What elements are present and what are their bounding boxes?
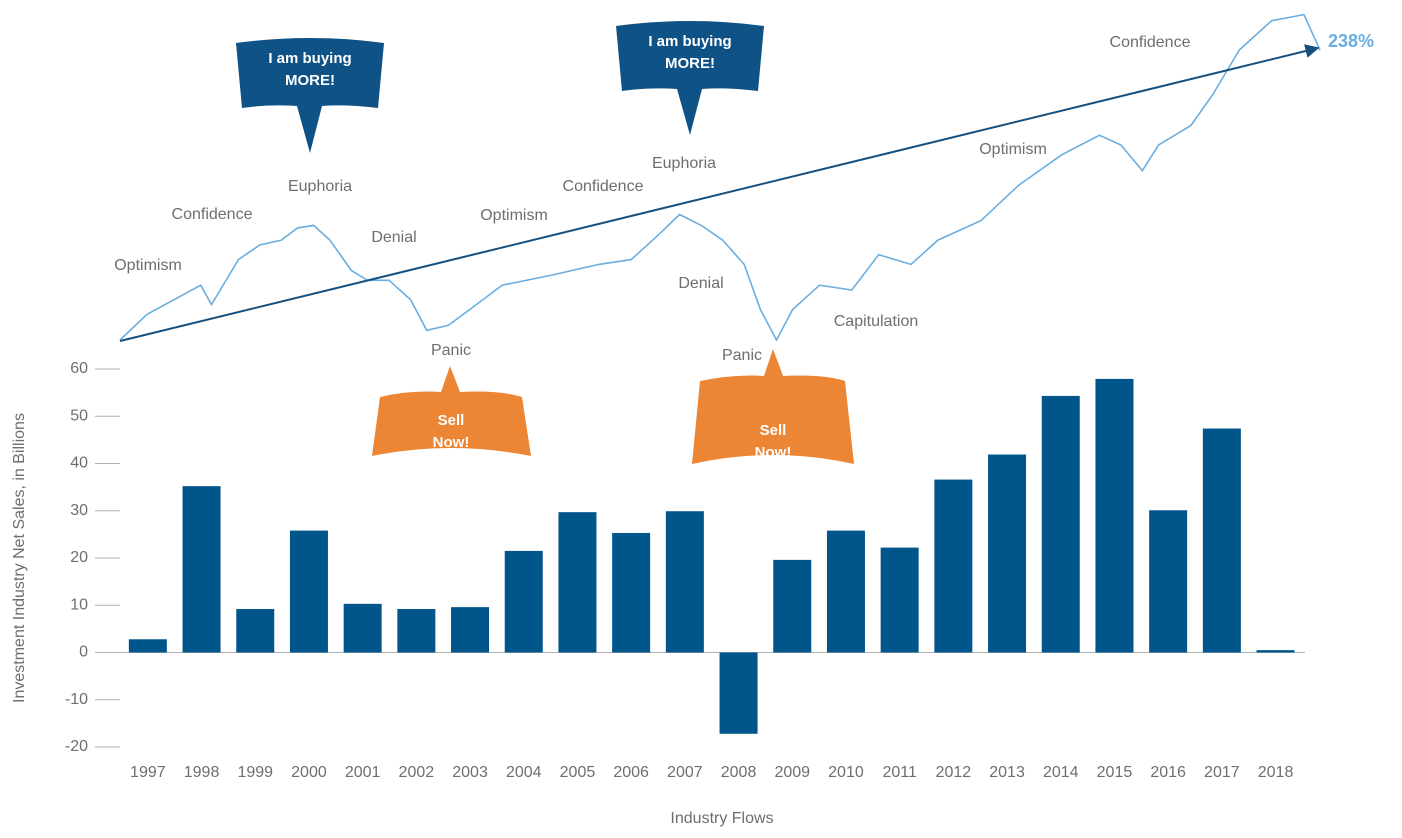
x-tick-label: 2012 bbox=[936, 764, 972, 781]
bar bbox=[719, 652, 758, 734]
y-tick-label: 20 bbox=[70, 549, 88, 566]
bar bbox=[826, 530, 865, 653]
x-tick-label: 2006 bbox=[613, 764, 649, 781]
x-tick-label: 2002 bbox=[399, 764, 435, 781]
x-tick-label: 2010 bbox=[828, 764, 864, 781]
x-tick-label: 2011 bbox=[882, 764, 917, 781]
bar bbox=[1041, 395, 1080, 653]
y-tick-label: 40 bbox=[70, 455, 88, 472]
bar bbox=[451, 607, 490, 653]
buy-bubble bbox=[236, 38, 384, 153]
phase-label: Confidence bbox=[1110, 34, 1191, 51]
callout-shapes bbox=[236, 21, 854, 464]
bar bbox=[504, 550, 543, 653]
bar bbox=[343, 603, 382, 653]
bar bbox=[1149, 510, 1188, 653]
phase-label: Optimism bbox=[480, 207, 548, 224]
bar bbox=[988, 454, 1027, 653]
phase-label: Confidence bbox=[563, 178, 644, 195]
x-tick-label: 2013 bbox=[989, 764, 1025, 781]
phase-label: Optimism bbox=[979, 141, 1047, 158]
y-tick-label: 30 bbox=[70, 502, 88, 519]
callout-text: I am buying bbox=[268, 50, 351, 67]
index-line bbox=[119, 13, 1321, 342]
bar bbox=[289, 530, 328, 653]
phase-label: Confidence bbox=[172, 206, 253, 223]
y-tick-label: 0 bbox=[79, 644, 88, 661]
x-tick-label: 1999 bbox=[237, 764, 273, 781]
y-tick-label: -10 bbox=[65, 691, 88, 708]
y-tick-label: 10 bbox=[70, 596, 88, 613]
y-tick-label: 50 bbox=[70, 407, 88, 424]
x-tick-label: 2005 bbox=[560, 764, 596, 781]
x-tick-label: 2008 bbox=[721, 764, 757, 781]
x-tick-label: 2003 bbox=[452, 764, 488, 781]
x-tick-label: 2007 bbox=[667, 764, 703, 781]
callout-text: Sell bbox=[760, 422, 787, 439]
x-tick-label: 1998 bbox=[184, 764, 220, 781]
callout-text: MORE! bbox=[665, 55, 715, 72]
bar bbox=[1095, 378, 1134, 653]
phase-label: Panic bbox=[431, 342, 471, 359]
callout-text: Now! bbox=[755, 444, 792, 461]
callout-text: I am buying bbox=[648, 33, 731, 50]
x-tick-label: 2014 bbox=[1043, 764, 1079, 781]
phase-label: Euphoria bbox=[652, 155, 716, 172]
y-axis-title: Investment Industry Net Sales, in Billio… bbox=[11, 413, 28, 703]
bar bbox=[612, 532, 651, 653]
bar bbox=[558, 512, 597, 653]
callout-text: Sell bbox=[438, 412, 465, 429]
buy-bubble bbox=[616, 21, 764, 135]
x-tick-label: 2016 bbox=[1150, 764, 1186, 781]
x-axis-title: Industry Flows bbox=[670, 810, 773, 827]
x-tick-label: 2017 bbox=[1204, 764, 1240, 781]
y-tick-label: 60 bbox=[70, 360, 88, 377]
phase-label: Panic bbox=[722, 347, 762, 364]
sell-bubble bbox=[692, 349, 854, 464]
bar bbox=[773, 559, 812, 653]
x-tick-label: 2015 bbox=[1097, 764, 1133, 781]
bar bbox=[880, 547, 919, 653]
x-tick-label: 1997 bbox=[130, 764, 166, 781]
callout-text: Now! bbox=[433, 434, 470, 451]
bar bbox=[128, 639, 167, 653]
phase-label: Denial bbox=[371, 229, 416, 246]
x-tick-label: 2009 bbox=[774, 764, 810, 781]
sell-bubble bbox=[372, 366, 531, 456]
phase-label: Capitulation bbox=[834, 313, 919, 330]
phase-label: Denial bbox=[678, 275, 723, 292]
bar bbox=[1256, 650, 1295, 653]
y-tick-label: -20 bbox=[65, 738, 88, 755]
callout-text: MORE! bbox=[285, 72, 335, 89]
change-label: 238% bbox=[1328, 31, 1374, 51]
phase-label: Optimism bbox=[114, 257, 182, 274]
x-tick-label: 2018 bbox=[1258, 764, 1294, 781]
bar bbox=[236, 609, 275, 653]
bar bbox=[665, 511, 704, 653]
bar bbox=[397, 609, 436, 653]
x-tick-label: 2004 bbox=[506, 764, 542, 781]
x-tick-label: 2000 bbox=[291, 764, 327, 781]
x-tick-label: 2001 bbox=[345, 764, 381, 781]
bar bbox=[934, 479, 973, 653]
bar bbox=[1202, 428, 1241, 653]
phase-label: Euphoria bbox=[288, 178, 352, 195]
bar bbox=[182, 486, 221, 653]
trend-arrow bbox=[119, 44, 1320, 342]
